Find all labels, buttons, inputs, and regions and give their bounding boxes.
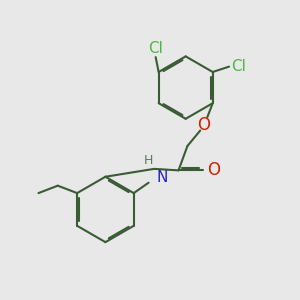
Text: Cl: Cl [231, 59, 246, 74]
Text: Cl: Cl [148, 40, 163, 56]
Text: O: O [197, 116, 210, 134]
Text: N: N [157, 170, 168, 185]
Text: H: H [143, 154, 153, 167]
Text: O: O [207, 161, 220, 179]
